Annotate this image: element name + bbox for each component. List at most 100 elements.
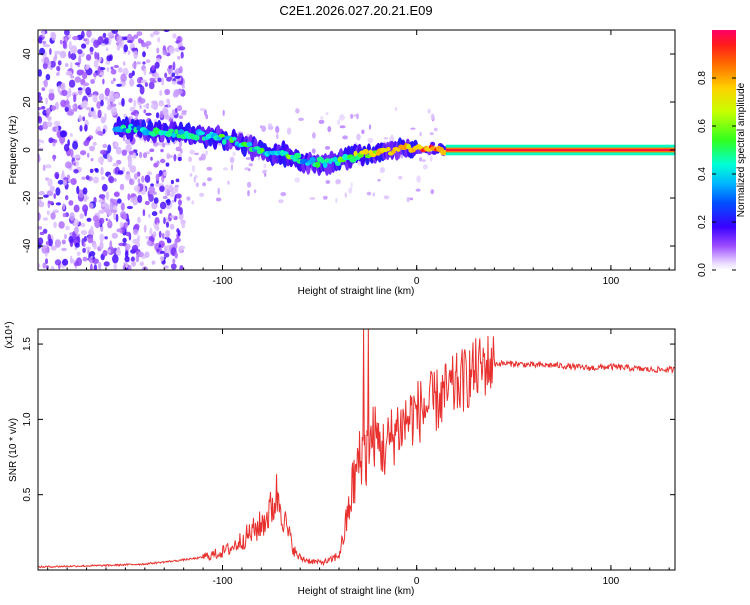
- noise-speckle: [127, 40, 134, 44]
- ridge-core: [322, 161, 328, 168]
- noise-speckle: [82, 204, 89, 213]
- noise-speckle: [134, 223, 140, 230]
- noise-speckle: [151, 211, 158, 217]
- noise-speckle: [280, 192, 287, 197]
- noise-speckle: [101, 176, 105, 181]
- ridge-band-core: [445, 149, 675, 151]
- noise-speckle: [93, 243, 97, 250]
- noise-speckle: [148, 213, 151, 219]
- noise-speckle: [163, 265, 169, 269]
- noise-speckle: [86, 30, 92, 38]
- noise-speckle: [43, 194, 49, 198]
- noise-speckle: [142, 152, 148, 159]
- noise-speckle: [82, 256, 88, 262]
- noise-speckle: [38, 125, 44, 131]
- snr-scale-label: (x10⁴): [4, 321, 15, 348]
- noise-speckle: [142, 209, 146, 217]
- noise-speckle: [72, 140, 79, 150]
- colorbar-tick-label: 0.6: [697, 119, 708, 133]
- spectrogram-x-axis-label: Height of straight line (km): [298, 286, 415, 297]
- noise-speckle: [127, 50, 131, 55]
- noise-speckle: [248, 168, 251, 172]
- noise-speckle: [170, 179, 174, 185]
- noise-speckle: [127, 193, 131, 201]
- noise-speckle: [102, 249, 108, 257]
- noise-speckle: [76, 257, 82, 266]
- noise-speckle: [169, 223, 175, 230]
- noise-speckle: [48, 88, 55, 94]
- noise-speckle: [137, 178, 141, 185]
- noise-speckle: [83, 140, 90, 147]
- noise-speckle: [298, 117, 304, 122]
- ridge-core: [231, 136, 237, 141]
- noise-speckle: [180, 51, 184, 59]
- noise-speckle: [61, 89, 68, 97]
- noise-speckle: [124, 255, 130, 263]
- noise-speckle: [123, 44, 128, 53]
- noise-speckle: [178, 66, 183, 74]
- noise-speckle: [125, 243, 131, 250]
- noise-speckle: [70, 255, 73, 264]
- noise-speckle: [38, 201, 45, 208]
- noise-speckle: [65, 195, 69, 201]
- noise-speckle: [106, 55, 112, 62]
- noise-speckle: [38, 36, 43, 44]
- noise-speckle: [65, 225, 70, 231]
- noise-speckle: [148, 81, 155, 90]
- noise-speckle: [356, 133, 361, 141]
- noise-speckle: [132, 152, 137, 159]
- noise-speckle: [94, 51, 98, 60]
- noise-speckle: [50, 265, 55, 270]
- noise-speckle: [98, 199, 105, 203]
- noise-speckle: [175, 68, 180, 76]
- noise-speckle: [191, 165, 196, 173]
- noise-speckle: [125, 231, 131, 237]
- ridge-core: [193, 134, 200, 141]
- noise-speckle: [419, 131, 422, 137]
- noise-speckle: [38, 143, 41, 147]
- noise-speckle: [178, 245, 184, 254]
- ridge-core: [301, 158, 309, 164]
- noise-speckle: [59, 50, 67, 59]
- noise-speckle: [111, 106, 118, 116]
- noise-speckle: [89, 46, 94, 53]
- noise-speckle: [58, 221, 65, 229]
- noise-speckle: [110, 209, 118, 213]
- noise-speckle: [430, 156, 433, 162]
- noise-speckle: [106, 153, 111, 162]
- noise-speckle: [150, 156, 153, 161]
- colorbar-tick-label: 0.2: [697, 215, 708, 229]
- noise-speckle: [59, 39, 63, 45]
- noise-speckle: [147, 171, 152, 176]
- noise-speckle: [409, 197, 414, 201]
- noise-speckle: [61, 247, 67, 252]
- ridge-core: [176, 133, 182, 139]
- noise-speckle: [430, 113, 435, 120]
- noise-speckle: [121, 149, 128, 156]
- noise-speckle: [68, 50, 71, 59]
- noise-speckle: [70, 52, 77, 61]
- noise-speckle: [159, 89, 163, 96]
- noise-speckle: [68, 88, 72, 97]
- noise-speckle: [144, 200, 150, 206]
- noise-speckle: [163, 30, 170, 33]
- noise-speckle: [169, 215, 176, 219]
- noise-speckle: [65, 161, 72, 169]
- spectrogram-noise-scatter: [38, 30, 438, 270]
- noise-speckle: [80, 222, 86, 228]
- noise-speckle: [372, 192, 375, 197]
- noise-speckle: [342, 135, 348, 140]
- noise-speckle: [203, 109, 207, 116]
- noise-speckle: [137, 251, 144, 257]
- ridge-core: [315, 161, 321, 168]
- noise-speckle: [295, 108, 300, 114]
- noise-speckle: [62, 258, 69, 266]
- noise-speckle: [107, 249, 112, 254]
- noise-speckle: [38, 237, 44, 246]
- noise-speckle: [148, 186, 155, 194]
- noise-speckle: [164, 188, 168, 197]
- noise-speckle: [100, 43, 106, 47]
- noise-speckle: [49, 185, 55, 192]
- noise-speckle: [42, 217, 49, 221]
- noise-speckle: [56, 72, 60, 76]
